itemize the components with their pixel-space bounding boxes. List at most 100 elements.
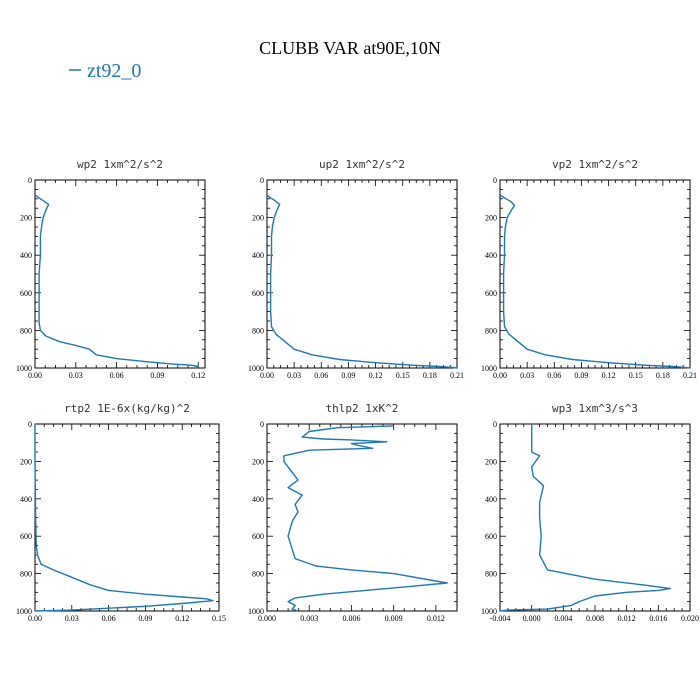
series-line-zt92_0 <box>283 425 448 612</box>
plot-frame <box>34 179 206 369</box>
x-tick-label: 0.09 <box>341 371 355 380</box>
x-tick-label: 0.12 <box>369 371 383 380</box>
y-tick-label: 200 <box>485 457 497 466</box>
y-tick-label: 600 <box>20 289 32 298</box>
y-tick-label: 1000 <box>16 607 32 616</box>
x-tick-label: 0.03 <box>65 614 79 623</box>
series-line-zt92_0 <box>266 194 458 369</box>
panel-title: rtp2 1E-6x(kg/kg)^2 <box>64 402 190 415</box>
legend-label: zt92_0 <box>87 60 141 82</box>
y-tick-label: 200 <box>252 214 264 223</box>
x-tick-label: 0.009 <box>385 614 403 623</box>
x-tick-label: 0.15 <box>629 371 643 380</box>
y-tick-label: 600 <box>485 289 497 298</box>
series-line-zt92_0 <box>499 194 691 369</box>
y-tick-label: 1000 <box>248 364 264 373</box>
y-tick-label: 400 <box>252 251 264 260</box>
x-tick-label: 0.18 <box>423 371 437 380</box>
y-tick-label: 200 <box>20 457 32 466</box>
panel-1: wp2 1xm^2/s^2 0.00 0.03 0.06 0.09 0.12 0 200 400… <box>16 158 206 380</box>
x-tick-label: 0.15 <box>212 614 226 623</box>
x-tick-label: 0.18 <box>656 371 670 380</box>
panel-5: thlp2 1xK^2 0.000 0.003 0.006 0.009 0.012 0 200… <box>248 402 458 623</box>
x-tick-label: 0.06 <box>547 371 561 380</box>
panel-title: wp2 1xm^2/s^2 <box>77 158 163 171</box>
plot-frame <box>499 179 691 369</box>
x-tick-label: 0.21 <box>450 371 464 380</box>
y-tick-label: 800 <box>485 326 497 335</box>
x-tick-label: 0.016 <box>649 614 667 623</box>
y-tick-label: 400 <box>20 495 32 504</box>
y-tick-label: 600 <box>252 289 264 298</box>
y-tick-label: 600 <box>485 532 497 541</box>
x-tick-label: 0.000 <box>258 614 276 623</box>
x-tick-label: 0.00 <box>260 371 274 380</box>
y-tick-label: 0 <box>493 420 497 429</box>
y-tick-label: 400 <box>485 495 497 504</box>
panel-3: vp2 1xm^2/s^2 0.00 0.03 0.06 0.09 0.12 0.15 0.1… <box>481 158 697 380</box>
x-tick-label: 0.09 <box>574 371 588 380</box>
x-tick-label: 0.020 <box>681 614 699 623</box>
y-tick-label: 0 <box>28 420 32 429</box>
y-tick-label: 0 <box>260 420 264 429</box>
series-line-zt92_0 <box>34 194 199 369</box>
x-tick-label: 0.15 <box>396 371 410 380</box>
x-tick-label: 0.00 <box>28 371 42 380</box>
panel-title: wp3 1xm^3/s^3 <box>552 402 638 415</box>
panel-2: up2 1xm^2/s^2 0.00 0.03 0.06 0.09 0.12 0.15 0.1… <box>248 158 464 380</box>
y-tick-label: 800 <box>252 326 264 335</box>
x-tick-label: 0.000 <box>523 614 541 623</box>
y-tick-label: 1000 <box>481 364 497 373</box>
y-tick-label: 200 <box>20 214 32 223</box>
x-tick-label: 0.21 <box>683 371 697 380</box>
y-tick-label: 400 <box>20 251 32 260</box>
plot-frame <box>499 423 691 612</box>
x-tick-label: 0.12 <box>191 371 205 380</box>
y-tick-label: 200 <box>252 457 264 466</box>
x-tick-label: 0.12 <box>602 371 616 380</box>
legend: zt92_0 <box>69 60 141 82</box>
x-tick-label: 0.06 <box>314 371 328 380</box>
x-tick-label: 0.00 <box>28 614 42 623</box>
y-tick-label: 1000 <box>16 364 32 373</box>
y-tick-label: 0 <box>493 176 497 185</box>
figure-title: CLUBB VAR at90E,10N <box>259 38 441 58</box>
y-tick-label: 800 <box>252 570 264 579</box>
plot-frame <box>266 423 458 612</box>
y-tick-label: 800 <box>485 570 497 579</box>
panel-6: wp3 1xm^3/s^3 -0.004 0.000 0.004 0.008 0.012 0… <box>481 402 699 623</box>
plot-frame <box>34 423 220 612</box>
series-line-zt92_0 <box>34 424 214 612</box>
x-tick-label: 0.012 <box>618 614 636 623</box>
y-tick-label: 800 <box>20 326 32 335</box>
plot-frame <box>266 179 458 369</box>
y-tick-label: 0 <box>260 176 264 185</box>
x-tick-label: 0.006 <box>342 614 360 623</box>
y-tick-label: 1000 <box>481 607 497 616</box>
y-tick-label: 400 <box>485 251 497 260</box>
x-tick-label: 0.03 <box>287 371 301 380</box>
panel-title: up2 1xm^2/s^2 <box>319 158 405 171</box>
panel-title: thlp2 1xK^2 <box>326 402 399 415</box>
x-tick-label: 0.008 <box>586 614 604 623</box>
x-tick-label: 0.004 <box>554 614 572 623</box>
y-tick-label: 600 <box>252 532 264 541</box>
y-tick-label: 600 <box>20 532 32 541</box>
y-tick-label: 200 <box>485 214 497 223</box>
panel-4: rtp2 1E-6x(kg/kg)^2 0.00 0.03 0.06 0.09 0.12 0… <box>16 402 226 623</box>
x-tick-label: 0.09 <box>138 614 152 623</box>
x-tick-label: 0.06 <box>102 614 116 623</box>
y-tick-label: 0 <box>28 176 32 185</box>
y-tick-label: 1000 <box>248 607 264 616</box>
series-line-zt92_0 <box>499 424 671 612</box>
x-tick-label: 0.06 <box>110 371 124 380</box>
x-tick-label: 0.003 <box>300 614 318 623</box>
x-tick-label: 0.12 <box>175 614 189 623</box>
x-tick-label: 0.012 <box>427 614 445 623</box>
panel-title: vp2 1xm^2/s^2 <box>552 158 638 171</box>
x-tick-label: -0.004 <box>490 614 511 623</box>
y-tick-label: 400 <box>252 495 264 504</box>
x-tick-label: 0.00 <box>493 371 507 380</box>
x-tick-label: 0.03 <box>69 371 83 380</box>
